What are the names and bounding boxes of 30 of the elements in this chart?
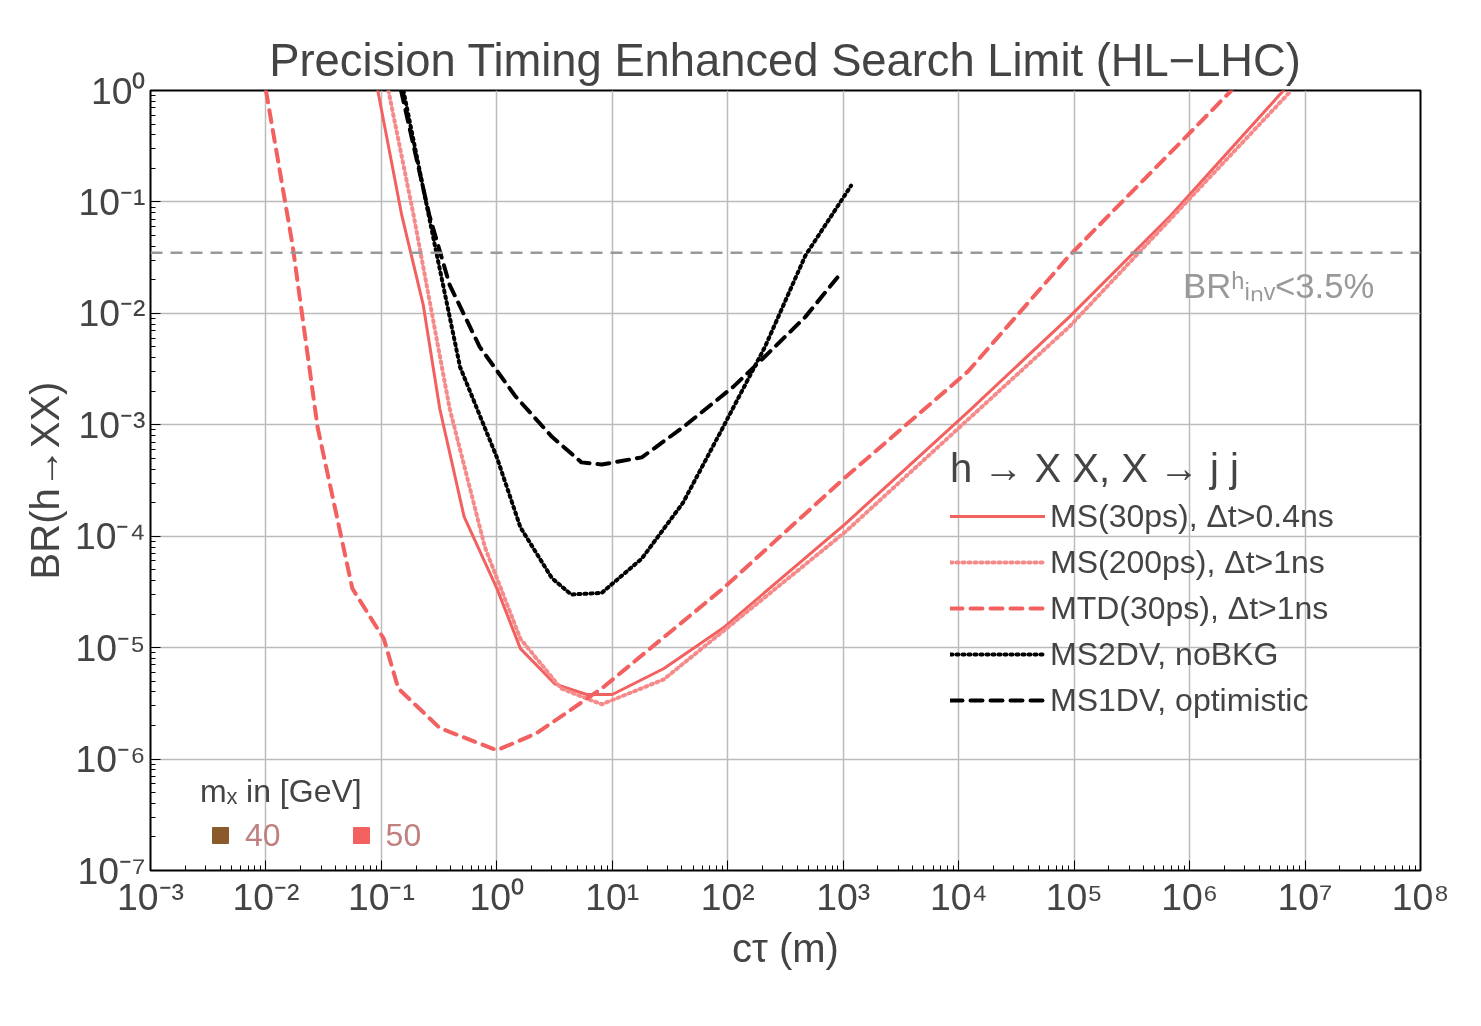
y-tick-label: 10⁻⁵ [75, 626, 146, 669]
legend-title: h → X X, X → j j [950, 446, 1240, 491]
x-tick-label: 10⁷ [1277, 875, 1333, 918]
x-tick-label: 10⁶ [1161, 875, 1219, 918]
annotation: mₓ in [GeV] [200, 773, 363, 810]
y-tick-label: 10⁰ [90, 69, 146, 112]
x-tick-label: 10⁴ [929, 875, 988, 918]
legend-label: MS(200ps), Δt>1ns [1050, 542, 1325, 582]
legend-label: 50 [385, 816, 422, 854]
x-tick-label: 10² [700, 875, 755, 918]
x-tick-label: 10⁵ [1045, 875, 1103, 918]
y-tick-label: 10⁻¹ [78, 180, 146, 223]
x-tick-label: 10⁻¹ [347, 875, 415, 918]
y-tick-label: 10⁻² [78, 292, 146, 335]
y-tick-label: 10⁻⁶ [75, 738, 146, 781]
chart-title: Precision Timing Enhanced Search Limit (HL−LHC) [269, 34, 1301, 86]
legend-label: 40 [245, 816, 281, 854]
legend-label: MS2DV, noBKG [1050, 634, 1279, 674]
y-axis-title: BR(h→XX) [22, 381, 67, 580]
x-tick-label: 10¹ [585, 875, 640, 918]
y-tick-label: 10⁻⁴ [74, 515, 146, 558]
x-axis-title: cτ (m) [732, 925, 839, 970]
x-tick-label: 10⁸ [1391, 875, 1450, 918]
y-tick-label: 10⁻³ [78, 403, 146, 446]
x-tick-label: 10⁻² [232, 875, 300, 918]
legend-label: MS1DV, optimistic [1050, 680, 1309, 720]
x-tick-label: 10³ [816, 875, 871, 918]
x-tick-label: 10⁰ [469, 875, 525, 918]
legend-label: MTD(30ps), Δt>1ns [1050, 588, 1329, 628]
legend-label: MS(30ps), Δt>0.4ns [1050, 496, 1334, 536]
